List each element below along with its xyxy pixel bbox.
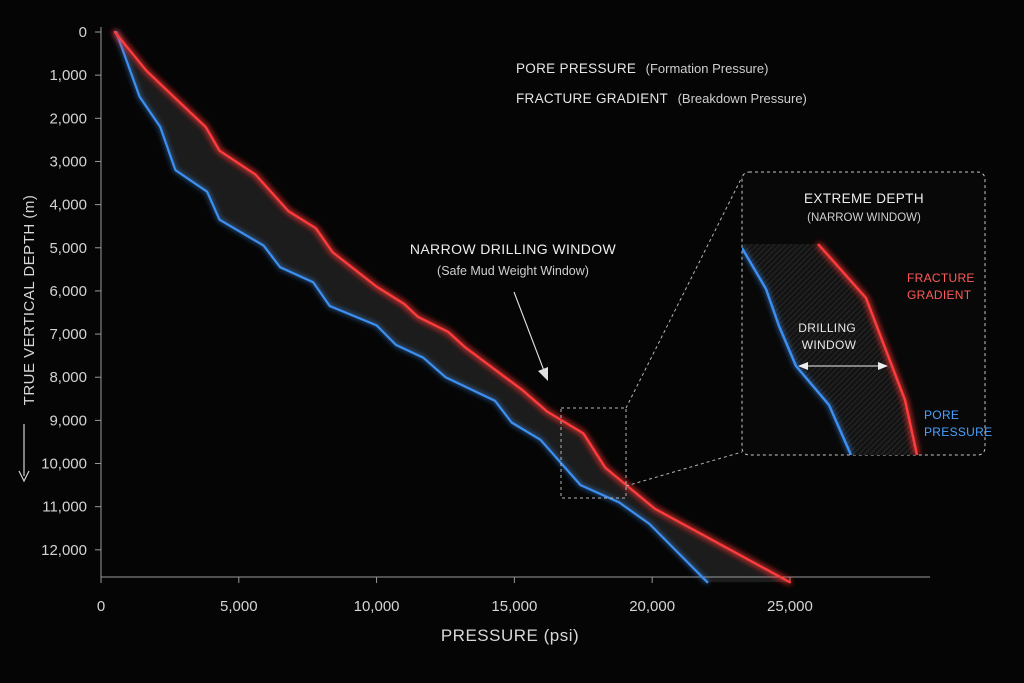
x-tick-label: 20,000 (629, 598, 675, 615)
zoom-connector-top (625, 176, 743, 409)
inset-window-fill (742, 244, 917, 455)
inset-pore-line (742, 247, 853, 455)
legend: PORE PRESSURE (Formation Pressure) FRACT… (475, 60, 807, 107)
y-tick-label: 11,000 (42, 499, 87, 516)
y-tick-label: 7,000 (49, 326, 87, 343)
x-axis-title: PRESSURE (psi) (441, 626, 579, 645)
zoom-indicator (560, 176, 743, 499)
inset-window-arrowhead-right (878, 362, 888, 370)
y-tick-label: 4,000 (49, 197, 87, 214)
x-tick-label: 15,000 (491, 598, 537, 615)
x-tick-label: 0 (97, 598, 105, 615)
inset-window-arrowhead-left (798, 362, 808, 370)
y-tick-label: 12,000 (41, 542, 87, 559)
y-tick-label: 3,000 (49, 153, 87, 170)
y-axis-title-group: TRUE VERTICAL DEPTH (m) (21, 195, 38, 406)
y-tick-label: 2,000 (49, 110, 87, 127)
y-tick-label: 10,000 (41, 456, 87, 473)
y-tick-label: 8,000 (49, 369, 87, 386)
inset-title: EXTREME DEPTH (804, 191, 924, 206)
x-tick-label: 25,000 (767, 598, 813, 615)
window-annotation-arrowhead (538, 367, 548, 381)
y-tick-label: 0 (79, 24, 87, 41)
drilling-window-fill (114, 32, 790, 583)
y-tick-label: 6,000 (49, 283, 87, 300)
inset-fracture-label: FRACTURE GRADIENT (907, 271, 978, 302)
inset-subtitle: (NARROW WINDOW) (807, 212, 921, 224)
fracture-gradient-line (113, 30, 792, 584)
y-axis-ticks: 0 1,000 2,000 3,000 4,000 5,000 6,000 7,000 8,00… (41, 24, 101, 559)
inset-panel: EXTREME DEPTH (NARROW WINDOW) FRACTURE G… (741, 171, 992, 456)
inset-fracture-line (817, 243, 919, 455)
inset-pore-label: PORE PRESSURE (924, 408, 992, 439)
x-axis-ticks: 0 5,000 10,000 15,000 20,000 25,000 (97, 577, 813, 615)
legend-label-fracture: FRACTURE GRADIENT (Breakdown Pressure) (516, 90, 807, 107)
y-tick-label: 5,000 (49, 240, 87, 257)
x-tick-label: 5,000 (220, 598, 258, 615)
window-annotation: NARROW DRILLING WINDOW (Safe Mud Weight … (410, 241, 617, 381)
x-tick-label: 10,000 (354, 598, 400, 615)
y-axis-title: TRUE VERTICAL DEPTH (m) (21, 195, 38, 406)
y-tick-label: 9,000 (49, 412, 87, 429)
depth-arrow-head (18, 470, 30, 483)
inset-drilling-label: DRILLING WINDOW (798, 321, 859, 352)
zoom-connector-bottom (625, 451, 743, 487)
y-tick-label: 1,000 (49, 67, 87, 84)
window-annotation-arrow (513, 291, 547, 377)
pore-pressure-line (115, 30, 709, 584)
series-lines (113, 30, 792, 584)
drilling-window-area (114, 32, 790, 583)
window-annotation-title: NARROW DRILLING WINDOW (410, 241, 617, 257)
window-annotation-subtitle: (Safe Mud Weight Window) (437, 264, 589, 278)
legend-label-pore: PORE PRESSURE (Formation Pressure) (516, 60, 768, 77)
zoom-box (560, 407, 627, 499)
